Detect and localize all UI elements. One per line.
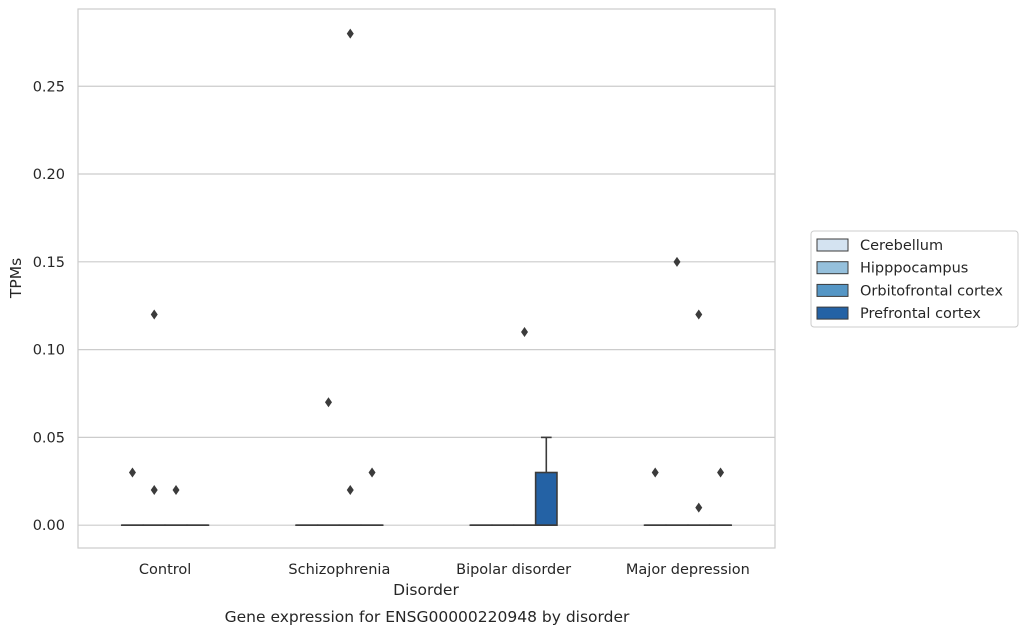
x-tick-label: Major depression (626, 562, 750, 578)
outlier-point (673, 256, 681, 267)
y-axis-label: TPMs (7, 258, 25, 299)
legend-label: Hipppocampus (860, 261, 968, 277)
outlier-point (651, 467, 659, 478)
legend-swatch (816, 261, 849, 275)
x-tick-label: Schizophrenia (288, 562, 390, 578)
legend-label: Prefrontal cortex (860, 306, 981, 322)
box (534, 471, 558, 526)
legend-swatch (816, 306, 849, 320)
y-tick-label: 0.00 (33, 518, 65, 534)
outlier-point (346, 485, 354, 496)
x-tick-labels: Control Schizophrenia Bipolar disorder Majo… (139, 562, 750, 578)
legend-frame (810, 230, 1019, 328)
outlier-point (150, 485, 158, 496)
y-tick-label: 0.15 (33, 255, 65, 271)
outlier-point (695, 309, 703, 320)
outlier-point (346, 28, 354, 39)
outlier-point (150, 309, 158, 320)
legend-swatch (816, 283, 849, 297)
x-tick-label: Control (139, 562, 191, 578)
y-tick-labels: 0.00 0.05 0.10 0.15 0.20 0.25 (33, 79, 65, 534)
x-axis-label: Disorder (393, 581, 459, 599)
chart-title: Gene expression for ENSG00000220948 by d… (225, 608, 630, 626)
outlier-point (717, 467, 725, 478)
legend: Cerebellum Hipppocampus Orbitofrontal cort… (810, 230, 1019, 328)
outlier-point (172, 485, 180, 496)
outlier-point (695, 502, 703, 513)
grid-lines (78, 85, 775, 526)
outlier-point (324, 397, 332, 408)
legend-swatch (816, 238, 849, 252)
legend-label: Orbitofrontal cortex (860, 283, 1003, 299)
y-tick-label: 0.10 (33, 343, 65, 359)
legend-label: Cerebellum (860, 238, 943, 254)
plot-frame (77, 8, 776, 549)
box-plot-marks (120, 28, 733, 526)
outlier-point (128, 467, 136, 478)
outlier-point (368, 467, 376, 478)
y-tick-label: 0.25 (33, 79, 65, 95)
x-tick-label: Bipolar disorder (456, 562, 571, 578)
y-tick-label: 0.20 (33, 167, 65, 183)
y-tick-label: 0.05 (33, 430, 65, 446)
outlier-point (521, 327, 529, 338)
